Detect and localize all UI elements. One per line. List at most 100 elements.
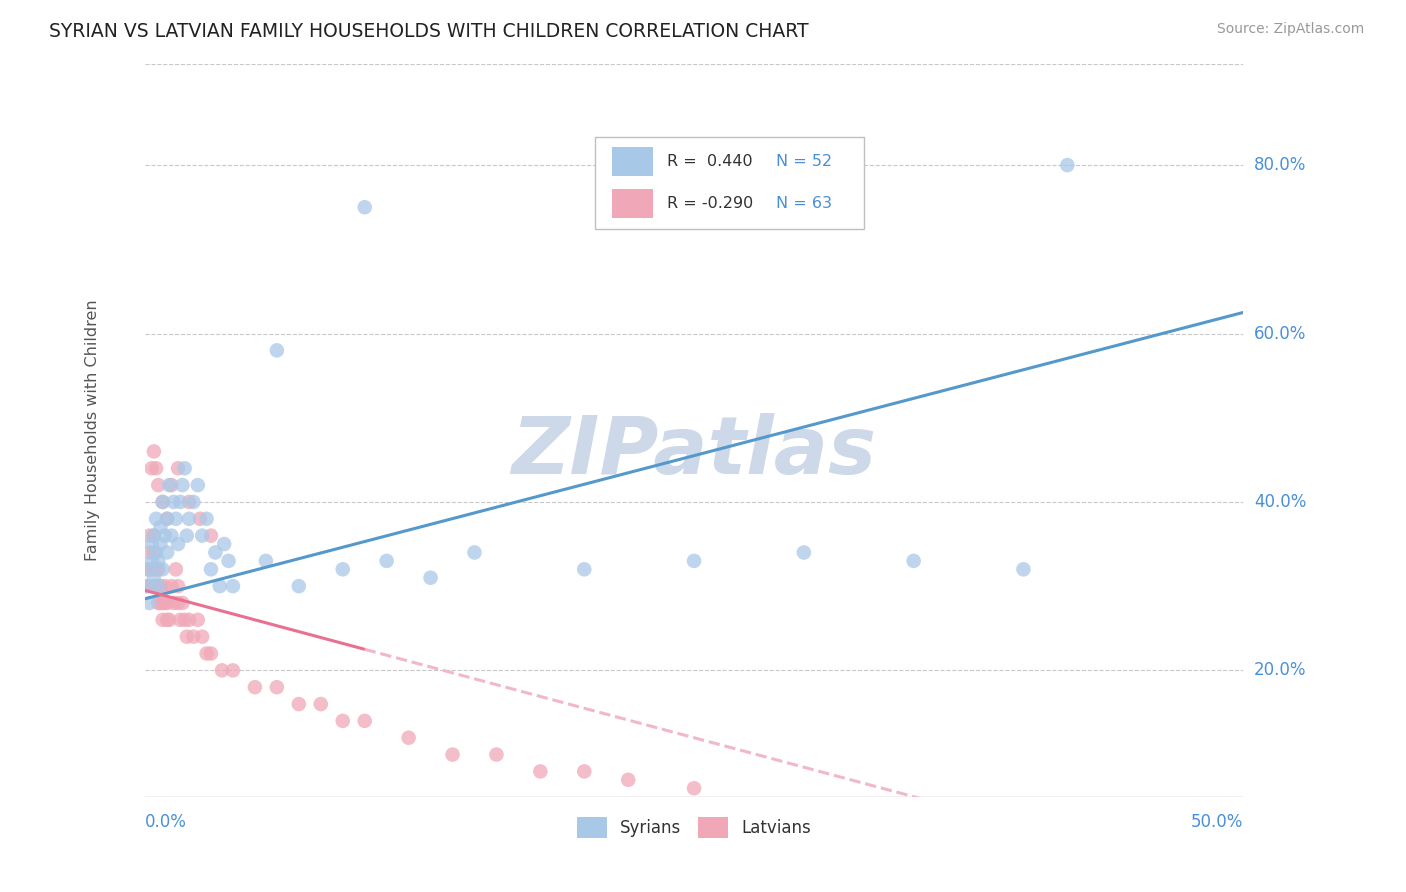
Point (153, 579, 176, 593)
Point (148, 554, 170, 568)
Text: N = 52: N = 52 (776, 154, 832, 169)
Point (211, 664, 233, 678)
Point (136, 579, 159, 593)
Text: Source: ZipAtlas.com: Source: ZipAtlas.com (1216, 22, 1364, 37)
Point (138, 596, 160, 610)
Point (485, 747, 508, 762)
Point (149, 579, 172, 593)
Point (1056, 158, 1078, 172)
FancyBboxPatch shape (595, 137, 865, 229)
Point (163, 596, 186, 610)
Point (574, 562, 596, 576)
Point (152, 596, 174, 610)
Text: R = -0.290: R = -0.290 (666, 195, 752, 211)
Point (191, 528, 214, 542)
Text: 20.0%: 20.0% (1254, 661, 1306, 680)
Point (141, 537, 163, 551)
Point (152, 613, 174, 627)
Point (222, 579, 245, 593)
Point (183, 495, 205, 509)
Point (288, 579, 311, 593)
Point (288, 697, 311, 711)
Point (332, 562, 354, 576)
Point (149, 596, 172, 610)
Point (617, 772, 640, 787)
Point (1012, 562, 1035, 576)
Point (148, 579, 170, 593)
Text: 50.0%: 50.0% (1191, 814, 1243, 831)
Point (160, 478, 183, 492)
Point (529, 764, 551, 779)
Point (177, 512, 200, 526)
Point (153, 596, 176, 610)
Point (212, 537, 235, 551)
Point (167, 537, 190, 551)
Point (156, 613, 179, 627)
Point (156, 512, 179, 526)
Point (266, 343, 288, 358)
Point (148, 596, 170, 610)
Point (145, 562, 167, 576)
Point (222, 664, 245, 678)
Point (195, 647, 218, 661)
Text: 0.0%: 0.0% (145, 814, 187, 831)
Point (149, 520, 172, 534)
Text: R =  0.440: R = 0.440 (666, 154, 752, 169)
Point (167, 579, 190, 593)
Text: 60.0%: 60.0% (1254, 325, 1306, 343)
Point (177, 613, 200, 627)
Point (398, 731, 420, 745)
Point (200, 528, 222, 542)
Point (187, 613, 209, 627)
Point (176, 528, 198, 542)
Point (375, 554, 398, 568)
Point (142, 444, 165, 458)
Point (136, 562, 159, 576)
Point (683, 781, 706, 796)
Point (254, 554, 277, 568)
Point (309, 697, 332, 711)
Point (177, 495, 200, 509)
Point (138, 545, 160, 559)
Text: 80.0%: 80.0% (1254, 156, 1306, 174)
Point (167, 461, 190, 475)
Text: SYRIAN VS LATVIAN FAMILY HOUSEHOLDS WITH CHILDREN CORRELATION CHART: SYRIAN VS LATVIAN FAMILY HOUSEHOLDS WITH… (49, 22, 808, 41)
Point (187, 478, 209, 492)
Point (138, 562, 160, 576)
Bar (612, 188, 654, 218)
Point (191, 630, 214, 644)
Point (204, 545, 226, 559)
Point (157, 478, 180, 492)
Point (145, 461, 167, 475)
Point (152, 495, 174, 509)
Point (172, 596, 194, 610)
Point (145, 512, 167, 526)
Legend: Syrians, Latvians: Syrians, Latvians (571, 811, 818, 845)
Point (165, 512, 187, 526)
Point (176, 630, 198, 644)
Point (148, 579, 170, 593)
Point (266, 680, 288, 694)
Point (169, 613, 191, 627)
Point (441, 747, 464, 762)
Point (173, 613, 195, 627)
Point (149, 537, 172, 551)
Point (169, 495, 191, 509)
Point (142, 571, 165, 585)
Point (156, 596, 179, 610)
Point (172, 478, 194, 492)
Point (200, 647, 222, 661)
Point (793, 545, 815, 559)
Point (419, 571, 441, 585)
Point (145, 545, 167, 559)
Point (141, 554, 163, 568)
Point (142, 545, 165, 559)
Point (153, 528, 176, 542)
Text: ZIPatlas: ZIPatlas (512, 413, 876, 491)
Point (138, 528, 160, 542)
Point (218, 554, 240, 568)
Point (141, 562, 163, 576)
Point (142, 528, 165, 542)
Text: N = 63: N = 63 (776, 195, 832, 211)
Point (141, 579, 163, 593)
